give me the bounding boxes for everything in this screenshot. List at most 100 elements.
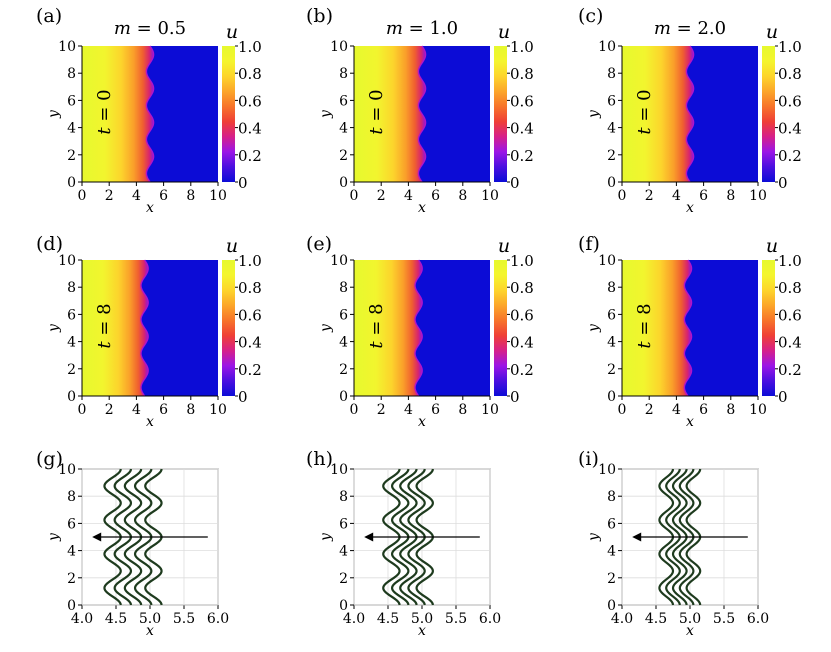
- panel-label: (h): [306, 448, 333, 470]
- x-tick-label: 8: [726, 402, 735, 418]
- colorbar-tick-label: 0: [510, 174, 520, 192]
- colorbar-tick-label: 0.8: [510, 65, 534, 83]
- colorbar-label: u: [498, 21, 510, 43]
- colorbar-tick-label: 0.4: [510, 120, 534, 138]
- x-tick-label: 6: [159, 188, 168, 204]
- colorbar-tick-label: 0.6: [778, 92, 802, 110]
- y-tick-label: 0: [339, 175, 348, 191]
- y-tick-label: 6: [607, 307, 616, 323]
- time-annotation: t = 0: [634, 89, 655, 134]
- time-annotation: t = 0: [366, 89, 387, 134]
- colorbar-gradient: [222, 46, 235, 182]
- y-tick-label: 0: [67, 389, 76, 405]
- colorbar-tick-label: 0.2: [778, 361, 802, 379]
- colorbar-tick-label: 0.2: [778, 147, 802, 165]
- panel-label: (b): [306, 5, 333, 27]
- heatmap-front-fill: [82, 260, 149, 396]
- colorbar-label: u: [498, 235, 510, 257]
- colorbar-tick-label: 0: [510, 388, 520, 406]
- front-line: [414, 259, 423, 397]
- y-axis-label: y: [586, 323, 602, 333]
- colorbar-tick-label: 0.4: [238, 334, 262, 352]
- x-axis-label: x: [686, 200, 694, 216]
- x-tick-label: 5.0: [139, 611, 161, 627]
- colorbar-label: u: [766, 235, 778, 257]
- y-tick-label: 0: [607, 175, 616, 191]
- time-annotation: t = 0: [94, 89, 115, 134]
- colorbar-tick-label: 0.4: [778, 334, 802, 352]
- x-tick-label: 5.5: [173, 611, 195, 627]
- x-tick-label: 2: [105, 188, 114, 204]
- y-axis-label: y: [46, 532, 62, 542]
- y-tick-label: 4: [67, 335, 76, 351]
- x-tick-label: 4: [132, 402, 141, 418]
- y-tick-label: 8: [67, 280, 76, 296]
- y-tick-label: 0: [339, 389, 348, 405]
- heatmap-panel: 0 2 4 6 8 10 0 2 4 6 8 10 x y t = 8: [318, 253, 499, 430]
- colorbar-tick-label: 0.4: [778, 120, 802, 138]
- x-tick-label: 6: [699, 188, 708, 204]
- y-axis-label: y: [46, 109, 62, 119]
- x-tick-label: 2: [377, 188, 386, 204]
- x-tick-label: 0: [78, 188, 87, 204]
- x-tick-label: 4.5: [377, 611, 399, 627]
- y-tick-label: 2: [607, 148, 616, 164]
- heatmap-front-fill: [622, 46, 694, 182]
- x-tick-label: 8: [458, 402, 467, 418]
- y-tick-label: 10: [598, 253, 616, 269]
- x-axis-label: x: [418, 200, 426, 216]
- y-axis-label: y: [586, 109, 602, 119]
- x-tick-label: 6: [699, 402, 708, 418]
- colorbar-gradient: [762, 46, 775, 182]
- x-tick-label: 4.0: [343, 611, 365, 627]
- x-tick-label: 10: [209, 402, 227, 418]
- arrow-head: [364, 532, 374, 542]
- colorbar: 1.0 0.8 0.6 0.4 0.2 0 u: [222, 21, 262, 192]
- colorbar-tick-label: 0: [238, 388, 248, 406]
- colorbar-tick-label: 0: [778, 174, 788, 192]
- colorbar: 1.0 0.8 0.6 0.4 0.2 0 u: [494, 21, 534, 192]
- colorbar-tick-label: 1.0: [238, 38, 262, 56]
- x-tick-label: 10: [481, 188, 499, 204]
- heatmap-front-fill: [354, 260, 423, 396]
- heatmap-front-fill: [622, 260, 692, 396]
- y-tick-label: 0: [339, 598, 348, 614]
- colorbar-tick-label: 0.8: [778, 279, 802, 297]
- colorbar-tick-label: 1.0: [778, 38, 802, 56]
- y-tick-label: 6: [67, 307, 76, 323]
- panel-label: (g): [36, 448, 63, 470]
- panel-label: (f): [578, 233, 600, 255]
- colorbar-gradient: [222, 260, 235, 396]
- y-tick-label: 8: [339, 66, 348, 82]
- heatmap-panel: 0 2 4 6 8 10 0 2 4 6 8 10 x y t = 8: [586, 253, 767, 430]
- x-tick-label: 4: [672, 188, 681, 204]
- x-tick-label: 8: [458, 188, 467, 204]
- front-line: [145, 45, 155, 183]
- y-tick-label: 2: [339, 148, 348, 164]
- panel-label: (e): [306, 233, 332, 255]
- x-axis-label: x: [146, 200, 154, 216]
- y-tick-label: 10: [58, 39, 76, 55]
- colorbar-gradient: [762, 260, 775, 396]
- x-tick-label: 5.5: [713, 611, 735, 627]
- colorbar-tick-label: 0.6: [778, 306, 802, 324]
- y-tick-label: 2: [67, 148, 76, 164]
- colorbar-tick-label: 0.6: [510, 306, 534, 324]
- heatmap-front-fill: [82, 46, 154, 182]
- time-annotation: t = 8: [366, 303, 387, 348]
- x-tick-label: 10: [209, 188, 227, 204]
- x-tick-label: 6: [431, 402, 440, 418]
- y-tick-label: 10: [330, 462, 348, 478]
- y-tick-label: 2: [339, 571, 348, 587]
- y-tick-label: 6: [67, 516, 76, 532]
- colorbar-label: u: [226, 235, 238, 257]
- x-axis-label: x: [686, 414, 694, 430]
- y-tick-label: 2: [607, 571, 616, 587]
- y-tick-label: 8: [607, 280, 616, 296]
- colorbar-tick-label: 0.4: [510, 334, 534, 352]
- column-title: m = 2.0: [654, 18, 726, 39]
- x-tick-label: 4: [404, 188, 413, 204]
- y-tick-label: 6: [607, 93, 616, 109]
- y-tick-label: 8: [607, 489, 616, 505]
- colorbar-tick-label: 1.0: [238, 252, 262, 270]
